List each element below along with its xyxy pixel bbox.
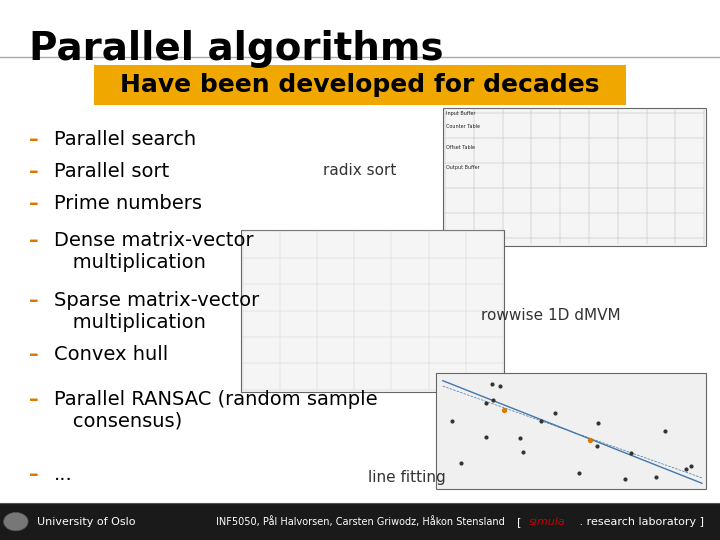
Text: INF5050, Pål Halvorsen, Carsten Griwodz, Håkon Stensland: INF5050, Pål Halvorsen, Carsten Griwodz,… xyxy=(215,516,505,527)
Text: Prime numbers: Prime numbers xyxy=(54,194,202,213)
Point xyxy=(680,464,692,473)
Text: Counter Table: Counter Table xyxy=(446,124,480,129)
Text: –: – xyxy=(29,162,38,181)
Text: Input Buffer: Input Buffer xyxy=(446,111,476,116)
Point xyxy=(517,448,528,456)
Text: ...: ... xyxy=(54,465,73,484)
Text: . research laboratory ]: . research laboratory ] xyxy=(576,517,704,526)
Circle shape xyxy=(4,512,28,531)
Text: Sparse matrix-vector
   multiplication: Sparse matrix-vector multiplication xyxy=(54,291,259,332)
Point xyxy=(455,458,467,467)
Text: Dense matrix-vector
   multiplication: Dense matrix-vector multiplication xyxy=(54,231,253,272)
Point xyxy=(514,434,526,442)
Text: –: – xyxy=(29,194,38,213)
Text: –: – xyxy=(29,345,38,363)
Text: Parallel RANSAC (random sample
   consensus): Parallel RANSAC (random sample consensus… xyxy=(54,390,377,431)
Point xyxy=(535,416,546,425)
Text: –: – xyxy=(29,390,38,409)
Point xyxy=(585,436,596,444)
Point xyxy=(625,449,636,457)
Point xyxy=(498,406,510,415)
Text: rowwise 1D dMVM: rowwise 1D dMVM xyxy=(481,308,621,323)
Text: line fitting: line fitting xyxy=(368,470,446,485)
FancyBboxPatch shape xyxy=(241,230,504,392)
Text: Parallel sort: Parallel sort xyxy=(54,162,169,181)
Text: –: – xyxy=(29,130,38,148)
Point xyxy=(685,462,696,470)
Point xyxy=(487,380,498,389)
Point xyxy=(446,417,457,426)
Point xyxy=(659,426,670,435)
Text: –: – xyxy=(29,231,38,250)
Text: simula: simula xyxy=(529,517,566,526)
Text: Output Buffer: Output Buffer xyxy=(446,165,480,170)
Point xyxy=(487,396,498,404)
Text: [: [ xyxy=(517,517,525,526)
Point xyxy=(480,399,492,407)
Text: University of Oslo: University of Oslo xyxy=(37,517,136,526)
Text: Convex hull: Convex hull xyxy=(54,345,168,363)
Point xyxy=(480,432,492,441)
Text: –: – xyxy=(29,291,38,309)
Text: Offset Table: Offset Table xyxy=(446,145,475,150)
Bar xyxy=(0,503,720,540)
Text: Parallel algorithms: Parallel algorithms xyxy=(29,30,444,68)
Text: Have been developed for decades: Have been developed for decades xyxy=(120,73,600,97)
FancyBboxPatch shape xyxy=(443,108,706,246)
Point xyxy=(592,441,603,450)
Text: –: – xyxy=(29,465,38,484)
Text: radix sort: radix sort xyxy=(323,163,397,178)
Text: Parallel search: Parallel search xyxy=(54,130,196,148)
Point xyxy=(619,474,631,483)
Point xyxy=(650,472,662,481)
Point xyxy=(573,469,585,477)
FancyBboxPatch shape xyxy=(436,373,706,489)
Point xyxy=(549,409,561,417)
Point xyxy=(592,418,603,427)
FancyBboxPatch shape xyxy=(94,65,626,105)
Point xyxy=(494,382,505,390)
